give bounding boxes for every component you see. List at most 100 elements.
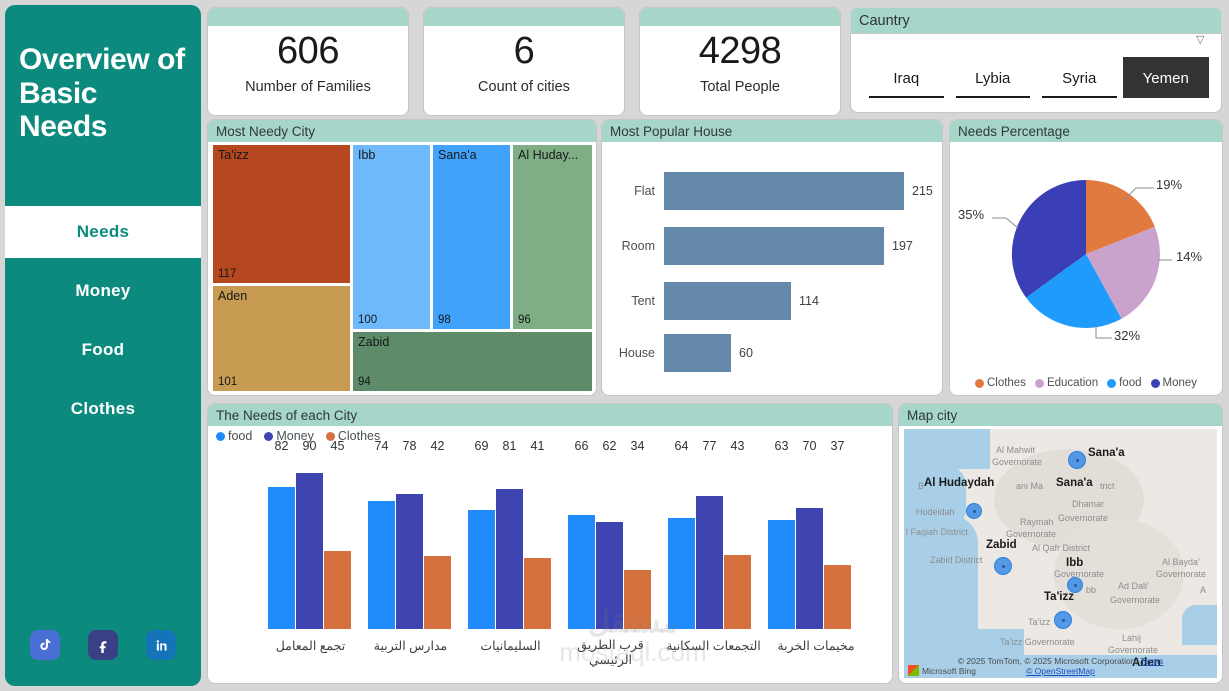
bar-category-label: House [618, 346, 655, 360]
column-group-6: 63 70 37 [768, 439, 851, 629]
treemap-tile-al-hudaydah[interactable]: Al Huday... 96 [513, 145, 592, 329]
bar-value: 37 [830, 439, 845, 453]
sidebar-item-money[interactable]: Money [75, 280, 131, 300]
pie-slice-education[interactable] [1086, 226, 1160, 319]
legend-item-money[interactable]: Money [1150, 377, 1197, 389]
panel-needs-each-city: The Needs of each City food Money Clothe… [208, 404, 892, 683]
sidebar-item-clothes[interactable]: Clothes [70, 398, 136, 418]
slicer-option-iraq[interactable]: Iraq [863, 57, 950, 98]
bar-food[interactable] [468, 509, 495, 629]
bar-money[interactable] [596, 521, 623, 629]
column-group-1: 82 90 45 [268, 439, 351, 629]
treemap-tile-taizz[interactable]: Ta'izz 117 [213, 145, 350, 283]
bar-clothes[interactable] [424, 556, 451, 629]
bar-value: 78 [402, 439, 417, 453]
map-bubble-ibb[interactable] [1067, 577, 1083, 593]
country-slicer: Cauntry ▽ Iraq Lybia Syria Yemen [851, 8, 1221, 112]
bing-logo: Microsoft Bing [908, 665, 976, 676]
sidebar-item-food[interactable]: Food [81, 339, 125, 359]
map-visual[interactable]: Al Mahwit Governorate B ani Ma trict Hod… [899, 426, 1222, 683]
bar-value: 42 [430, 439, 445, 453]
column-group-4: 66 62 34 [568, 439, 651, 629]
map-attribution: © 2025 TomTom, © 2025 Microsoft Corporat… [904, 656, 1217, 676]
bar-money[interactable] [296, 473, 323, 629]
microsoft-icon [908, 665, 919, 676]
tile-value: 101 [218, 376, 238, 388]
panel-title: The Needs of each City [208, 404, 892, 426]
house-bar-chart: Flat 215 Room 197 Tent 114 House 60 [602, 142, 942, 395]
bar-money[interactable] [696, 495, 723, 629]
pie-slice-money[interactable] [1011, 179, 1086, 298]
bar-flat[interactable] [664, 172, 904, 210]
treemap-tile-zabid[interactable]: Zabid 94 [353, 332, 592, 391]
map-terms-link[interactable]: Terms [1140, 656, 1164, 666]
legend-item-clothes[interactable]: Clothes [974, 377, 1026, 389]
bar-clothes[interactable] [524, 558, 551, 629]
legend-item-food[interactable]: food [216, 429, 252, 443]
bar-food[interactable] [368, 500, 395, 629]
bar-clothes[interactable] [724, 554, 751, 629]
bar-house[interactable] [664, 334, 731, 372]
bar-value: 34 [630, 439, 645, 453]
map-label-ibb: Ibb [1066, 557, 1084, 569]
bar-room[interactable] [664, 227, 884, 265]
bar-clothes[interactable] [624, 570, 651, 629]
treemap-tile-ibb[interactable]: Ibb 100 [353, 145, 430, 329]
sidebar-item-needs[interactable]: Needs [5, 205, 201, 258]
social-links [5, 630, 201, 660]
kpi-accent-stripe [208, 8, 408, 26]
bar-value: 197 [892, 239, 913, 253]
legend-swatch [1034, 378, 1044, 388]
chevron-down-icon[interactable]: ▽ [1196, 34, 1205, 46]
legend-item-money[interactable]: Money [264, 429, 314, 443]
bar-value: 43 [730, 439, 745, 453]
bar-money[interactable] [796, 507, 823, 629]
map-label-taizz: Ta'izz [1044, 591, 1074, 603]
map-bubble-taizz[interactable] [1054, 611, 1072, 629]
legend-swatch [974, 378, 984, 388]
kpi-label: Number of Families [245, 79, 371, 95]
treemap-tile-sanaa[interactable]: Sana'a 98 [433, 145, 510, 329]
map-bubble-al-hudaydah[interactable] [966, 503, 982, 519]
slicer-option-syria[interactable]: Syria [1036, 57, 1123, 98]
bar-money[interactable] [496, 488, 523, 629]
facebook-icon[interactable] [88, 630, 118, 660]
bar-value: 66 [574, 439, 589, 453]
bar-food[interactable] [268, 487, 295, 629]
bar-row-flat: Flat 215 [602, 172, 942, 210]
tile-label: Aden [218, 289, 248, 303]
legend-item-clothes[interactable]: Clothes [325, 429, 380, 443]
map-bubble-sanaa[interactable] [1068, 451, 1086, 469]
kpi-card-people: 4298 Total People [640, 8, 840, 115]
pie-svg [992, 179, 1172, 339]
bar-clothes[interactable] [324, 551, 351, 629]
bar-category-label: Tent [631, 294, 655, 308]
linkedin-icon[interactable] [146, 630, 176, 660]
kpi-value: 6 [513, 30, 535, 72]
legend-item-food[interactable]: food [1107, 377, 1142, 389]
bar-tent[interactable] [664, 282, 791, 320]
bar-value: 64 [674, 439, 689, 453]
treemap-tile-aden[interactable]: Aden 101 [213, 286, 350, 391]
bar-clothes[interactable] [824, 565, 851, 629]
slicer-option-lybia[interactable]: Lybia [950, 57, 1037, 98]
kpi-value: 4298 [698, 30, 782, 72]
bar-money[interactable] [396, 494, 423, 629]
bar-value: 90 [302, 439, 317, 453]
brand-line-1: Overview of [19, 43, 185, 76]
map-osm-link[interactable]: © OpenStreetMap [1026, 666, 1095, 676]
bar-food[interactable] [668, 518, 695, 629]
bar-food[interactable] [768, 520, 795, 629]
kpi-card-families: 606 Number of Families [208, 8, 408, 115]
pie-slice-food[interactable] [1026, 254, 1122, 328]
map-bubble-zabid[interactable] [994, 557, 1012, 575]
tiktok-icon[interactable] [30, 630, 60, 660]
pie-slice-clothes[interactable] [1086, 180, 1155, 254]
bar-food[interactable] [568, 514, 595, 629]
map-canvas[interactable]: Al Mahwit Governorate B ani Ma trict Hod… [904, 429, 1217, 678]
pie-label-money: 35% [958, 207, 985, 222]
slicer-options: Iraq Lybia Syria Yemen [863, 56, 1209, 98]
slicer-option-yemen[interactable]: Yemen [1122, 56, 1209, 98]
legend-item-education[interactable]: Education [1034, 377, 1098, 389]
tile-value: 100 [358, 314, 378, 326]
